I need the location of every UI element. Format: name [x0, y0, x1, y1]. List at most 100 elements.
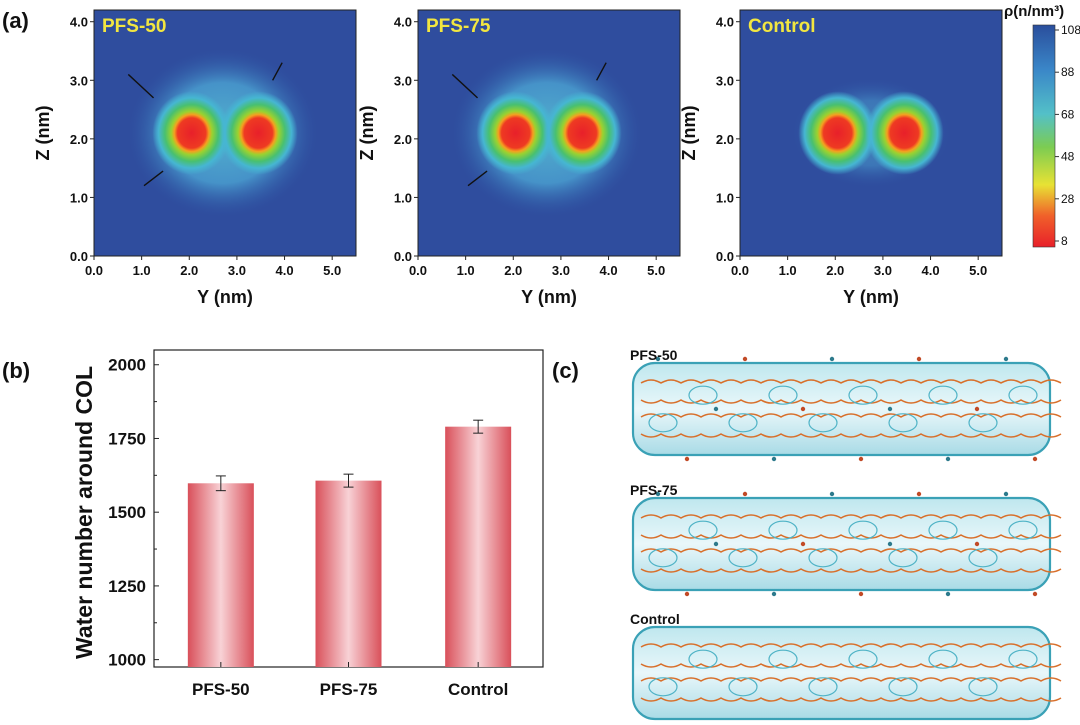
collagen-strand — [640, 568, 1062, 573]
panel-label-c: (c) — [552, 358, 579, 383]
thickness-arrow — [272, 62, 283, 81]
panel-label-b: (b) — [2, 358, 30, 383]
water-shell — [631, 361, 1052, 457]
surface-blob — [728, 548, 758, 568]
tube-1: PFS-50 — [630, 347, 1062, 462]
surface-blob — [648, 677, 678, 697]
y-axis-label: Water number around COL — [71, 366, 97, 659]
pfs-molecule — [655, 491, 661, 497]
x-tick-label: 5.0 — [647, 263, 665, 278]
collagen-strand — [640, 413, 1062, 418]
molecular-renderings: PFS-50 PFS-75 Control — [630, 347, 1062, 721]
y-tick-label: 4.0 — [394, 15, 412, 30]
x-tick-label: Control — [448, 680, 508, 699]
thickness-arrow — [451, 73, 479, 99]
tube-3: Control — [630, 611, 1062, 721]
y-tick-label: 3.0 — [716, 73, 734, 88]
tube-label: PFS-75 — [630, 482, 678, 498]
surface-blob — [968, 677, 998, 697]
colorbar-label: ρ(n/nm³) — [1004, 3, 1064, 20]
pfs-molecule — [945, 456, 951, 462]
surface-blob — [728, 677, 758, 697]
pfs-molecule — [713, 406, 719, 412]
colorbar-ticks: 108 88 68 48 28 8 — [1055, 23, 1080, 248]
colorbar-tick-label: 108 — [1061, 23, 1080, 37]
pfs-molecule — [974, 541, 980, 547]
x-tick-label: 0.0 — [731, 263, 749, 278]
surface-blob — [768, 520, 798, 540]
x-axis-label: Y (nm) — [521, 287, 577, 307]
surface-blob — [648, 413, 678, 433]
y-tick-label: 1.0 — [716, 190, 734, 205]
x-tick-label: 5.0 — [969, 263, 987, 278]
surface-blob — [808, 677, 838, 697]
x-tick-label: 0.0 — [409, 263, 427, 278]
y-tick-label: 1500 — [108, 503, 146, 522]
heatmap-title: PFS-75 — [426, 16, 491, 37]
density-peak — [798, 91, 877, 175]
thickness-arrow — [127, 73, 155, 99]
surface-blob — [928, 649, 958, 669]
y-tick-label: 1750 — [108, 429, 146, 448]
y-tick-label: 4.0 — [70, 15, 88, 30]
tube-label: Control — [630, 611, 680, 627]
x-tick-label: 1.0 — [457, 263, 475, 278]
x-tick-label: 5.0 — [323, 263, 341, 278]
y-tick-label: 3.0 — [394, 73, 412, 88]
y-tick-label: 2.0 — [394, 132, 412, 147]
y-tick-label: 2.0 — [716, 132, 734, 147]
x-tick-label: 3.0 — [228, 263, 246, 278]
y-tick-label: 1250 — [108, 577, 146, 596]
bar — [315, 480, 382, 667]
surface-blob — [688, 520, 718, 540]
x-tick-label: 3.0 — [874, 263, 892, 278]
bar — [187, 483, 254, 667]
colorbar-tick-label: 8 — [1061, 234, 1068, 248]
surface-blob — [848, 649, 878, 669]
thickness-arrow — [596, 62, 607, 81]
y-tick-label: 0.0 — [70, 249, 88, 264]
y-tick-label: 1.0 — [70, 190, 88, 205]
surface-blob — [768, 649, 798, 669]
heatmap-title: Control — [748, 16, 816, 37]
surface-blob — [688, 385, 718, 405]
surface-blob — [728, 413, 758, 433]
pfs-molecule — [684, 591, 690, 597]
density-peak — [543, 91, 622, 175]
surface-blob — [888, 413, 918, 433]
surface-blob — [1008, 385, 1038, 405]
colorbar-tick-label: 28 — [1061, 192, 1075, 206]
heatmap-title: PFS-50 — [102, 16, 166, 37]
surface-blob — [1008, 649, 1038, 669]
x-tick-label: PFS-75 — [320, 680, 378, 699]
x-tick-label: 1.0 — [133, 263, 151, 278]
y-axis-label: Z (nm) — [357, 106, 377, 161]
pfs-molecule — [829, 491, 835, 497]
pfs-molecule — [1003, 356, 1009, 362]
pfs-molecule — [1032, 456, 1038, 462]
surface-blob — [1008, 520, 1038, 540]
x-tick-label: 4.0 — [600, 263, 618, 278]
x-tick-label: 2.0 — [180, 263, 198, 278]
collagen-strand — [640, 677, 1062, 682]
pfs-molecule — [742, 491, 748, 497]
pfs-molecule — [887, 406, 893, 412]
plot-frame — [417, 9, 681, 257]
x-tick-label: 4.0 — [276, 263, 294, 278]
density-peak — [865, 91, 944, 175]
x-tick-label: PFS-50 — [192, 680, 250, 699]
y-tick-label: 0.0 — [394, 249, 412, 264]
collagen-strand — [640, 433, 1062, 438]
bar-chart: 1000 1250 1500 1750 2000 PFS-50 PFS-75 Control W… — [71, 349, 544, 699]
tube-2: PFS-75 — [630, 482, 1062, 597]
plot-frame — [93, 9, 357, 257]
surface-blob — [848, 520, 878, 540]
plot-frame — [739, 9, 1003, 257]
pfs-molecule — [916, 491, 922, 497]
surface-blob — [648, 548, 678, 568]
surface-blob — [968, 413, 998, 433]
pfs-molecule — [684, 456, 690, 462]
colorbar-tick-label: 88 — [1061, 65, 1075, 79]
thickness-arrow — [467, 170, 488, 187]
surface-blob — [848, 385, 878, 405]
